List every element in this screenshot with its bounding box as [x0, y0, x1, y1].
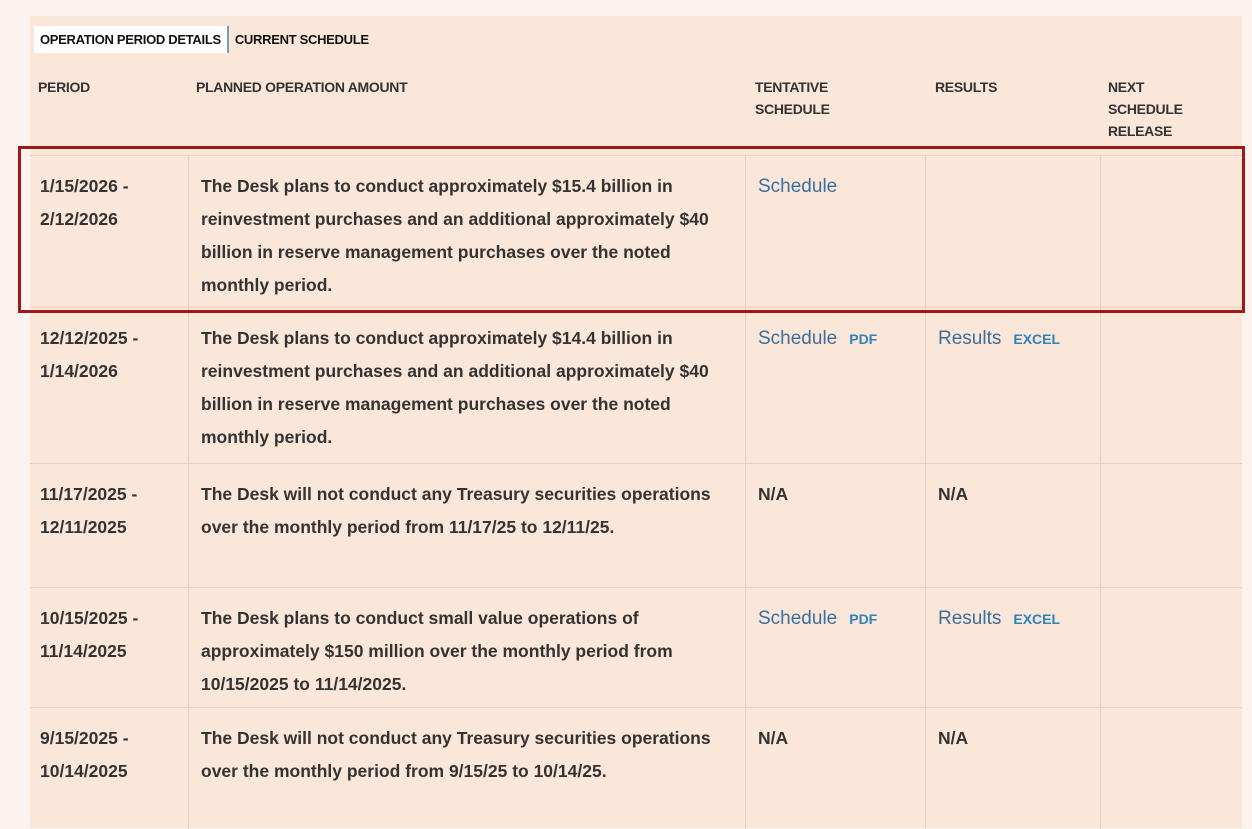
column-header: PLANNED OPERATION AMOUNT — [196, 79, 408, 95]
table-cell: 1/15/2026 - 2/12/2026 — [30, 156, 188, 308]
column-header: RESULTS — [935, 79, 998, 95]
file-link[interactable]: EXCEL — [1013, 611, 1061, 627]
table-cell: N/A — [745, 464, 925, 588]
period-line: 12/12/2025 - — [40, 328, 139, 348]
period-line: 12/11/2025 — [40, 517, 127, 537]
table-cell — [925, 156, 1100, 308]
table-cell: 10/15/2025 - 11/14/2025 — [30, 588, 188, 708]
file-link[interactable]: PDF — [849, 611, 878, 627]
status-text: N/A — [938, 484, 969, 504]
table-cell — [1100, 708, 1242, 829]
tabs: OPERATION PERIOD DETAILS CURRENT SCHEDULE — [34, 26, 375, 53]
table-cell: Schedule — [745, 156, 925, 308]
period-line: 10/14/2025 — [40, 761, 128, 781]
table-cell — [1100, 588, 1242, 708]
schedule-link[interactable]: Schedule — [758, 608, 838, 629]
period-line: 10/15/2025 - — [40, 608, 139, 628]
schedule-link[interactable]: Schedule — [758, 328, 838, 349]
table-row: 9/15/2025 - 10/14/2025 The Desk will not c… — [30, 707, 1242, 829]
schedule-link[interactable]: Schedule — [758, 176, 838, 197]
period-line: 9/15/2025 - — [40, 728, 129, 748]
status-text: N/A — [758, 728, 789, 748]
table-cell: 12/12/2025 - 1/14/2026 — [30, 308, 188, 464]
table-cell: 11/17/2025 - 12/11/2025 — [30, 464, 188, 588]
period-line: 2/12/2026 — [40, 209, 118, 229]
period-line: 1/14/2026 — [40, 361, 118, 381]
table-row: 12/12/2025 - 1/14/2026 The Desk plans to c… — [30, 307, 1242, 464]
table-cell: The Desk will not conduct any Treasury s… — [188, 708, 745, 829]
file-link[interactable]: EXCEL — [1013, 331, 1061, 347]
table-cell — [1100, 464, 1242, 588]
status-text: N/A — [938, 728, 969, 748]
table-cell: Schedule PDF — [745, 308, 925, 464]
table-row: 10/15/2025 - 11/14/2025 The Desk plans to … — [30, 587, 1242, 708]
results-link[interactable]: Results — [938, 608, 1002, 629]
period-line: 1/15/2026 - — [40, 176, 129, 196]
amount-text: The Desk plans to conduct approximately … — [201, 176, 709, 295]
period-line: 11/17/2025 - — [40, 484, 138, 504]
column-header: PERIOD — [38, 79, 90, 95]
table-row: 11/17/2025 - 12/11/2025 The Desk will not … — [30, 463, 1242, 588]
tab[interactable]: OPERATION PERIOD DETAILS — [34, 26, 229, 53]
amount-text: The Desk will not conduct any Treasury s… — [201, 728, 711, 781]
table-cell — [1100, 156, 1242, 308]
column-header: TENTATIVE SCHEDULE — [755, 79, 830, 117]
table-cell: N/A — [925, 464, 1100, 588]
tab[interactable]: CURRENT SCHEDULE — [234, 32, 369, 47]
table-cell: N/A — [745, 708, 925, 829]
table-cell: The Desk plans to conduct approximately … — [188, 156, 745, 308]
table-cell: N/A — [925, 708, 1100, 829]
period-line: 11/14/2025 — [40, 641, 127, 661]
column-header: NEXT SCHEDULE RELEASE — [1108, 79, 1183, 139]
table-cell: Results EXCEL — [925, 308, 1100, 464]
table-cell: The Desk plans to conduct approximately … — [188, 308, 745, 464]
table-cell: 9/15/2025 - 10/14/2025 — [30, 708, 188, 829]
table-cell: Results EXCEL — [925, 588, 1100, 708]
table-row: 1/15/2026 - 2/12/2026 The Desk plans to co… — [30, 155, 1242, 308]
status-text: N/A — [758, 484, 789, 504]
amount-text: The Desk plans to conduct small value op… — [201, 608, 673, 694]
table-cell: The Desk will not conduct any Treasury s… — [188, 464, 745, 588]
table-panel: OPERATION PERIOD DETAILS CURRENT SCHEDULE… — [30, 16, 1242, 829]
table-cell: The Desk plans to conduct small value op… — [188, 588, 745, 708]
highlight-box — [18, 146, 1245, 313]
amount-text: The Desk plans to conduct approximately … — [201, 328, 709, 447]
amount-text: The Desk will not conduct any Treasury s… — [201, 484, 711, 537]
table-cell: Schedule PDF — [745, 588, 925, 708]
results-link[interactable]: Results — [938, 328, 1002, 349]
table-cell — [1100, 308, 1242, 464]
file-link[interactable]: PDF — [849, 331, 878, 347]
